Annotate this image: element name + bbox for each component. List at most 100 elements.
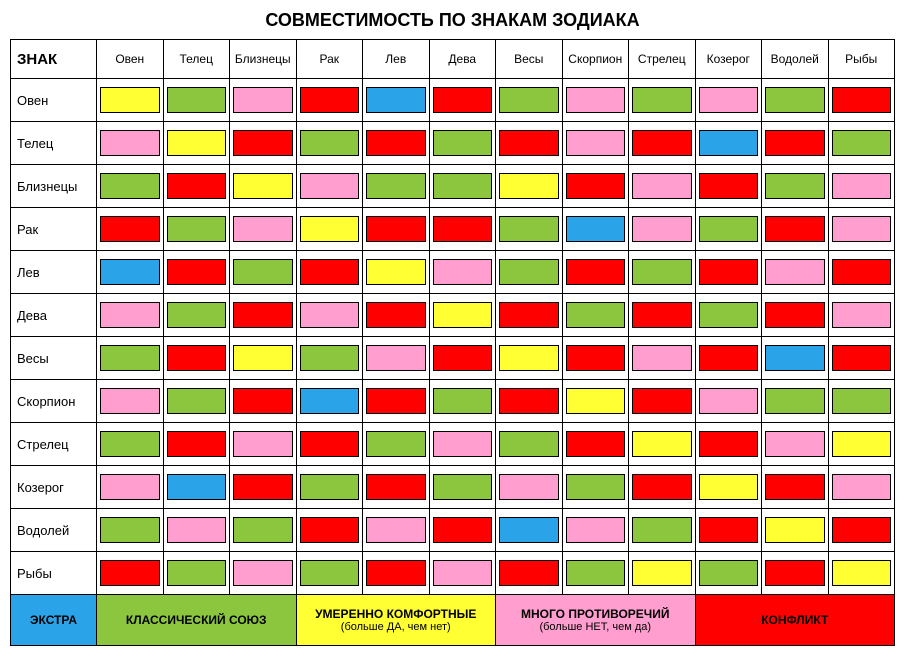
compat-cell: [230, 208, 297, 251]
compat-cell: [695, 122, 762, 165]
compat-cell: [429, 251, 496, 294]
compat-cell: [363, 509, 430, 552]
compat-cell: [296, 79, 363, 122]
legend-extra: ЭКСТРА: [11, 595, 97, 646]
col-header: Весы: [496, 40, 563, 79]
compat-cell: [163, 251, 230, 294]
compat-cell: [762, 79, 829, 122]
compat-cell: [296, 466, 363, 509]
compat-cell: [163, 552, 230, 595]
compat-cell: [562, 208, 629, 251]
col-header: Водолей: [762, 40, 829, 79]
compat-cell: [296, 251, 363, 294]
compat-cell: [296, 380, 363, 423]
compat-cell: [296, 165, 363, 208]
page-title: СОВМЕСТИМОСТЬ ПО ЗНАКАМ ЗОДИАКА: [10, 10, 895, 31]
compat-cell: [363, 380, 430, 423]
col-header: Овен: [97, 40, 164, 79]
compat-cell: [230, 122, 297, 165]
compat-cell: [562, 552, 629, 595]
compat-cell: [629, 466, 696, 509]
compat-cell: [496, 251, 563, 294]
row-header: Весы: [11, 337, 97, 380]
compat-cell: [97, 337, 164, 380]
compat-cell: [496, 165, 563, 208]
compat-cell: [296, 423, 363, 466]
compat-cell: [429, 208, 496, 251]
col-header: Рак: [296, 40, 363, 79]
compat-cell: [828, 208, 895, 251]
compat-cell: [97, 122, 164, 165]
compat-cell: [695, 165, 762, 208]
col-header: Дева: [429, 40, 496, 79]
row-header: Близнецы: [11, 165, 97, 208]
compat-cell: [296, 337, 363, 380]
row-header: Лев: [11, 251, 97, 294]
compat-cell: [97, 423, 164, 466]
compat-cell: [629, 380, 696, 423]
compat-cell: [429, 466, 496, 509]
compat-cell: [97, 294, 164, 337]
compat-cell: [429, 122, 496, 165]
compat-cell: [496, 509, 563, 552]
row-header: Скорпион: [11, 380, 97, 423]
compat-cell: [629, 122, 696, 165]
compat-cell: [562, 509, 629, 552]
compat-cell: [429, 294, 496, 337]
compat-cell: [562, 466, 629, 509]
compat-cell: [762, 208, 829, 251]
compat-cell: [695, 251, 762, 294]
col-header: Козерог: [695, 40, 762, 79]
compat-cell: [496, 466, 563, 509]
compat-cell: [828, 423, 895, 466]
compat-cell: [429, 423, 496, 466]
row-header: Водолей: [11, 509, 97, 552]
compat-cell: [496, 208, 563, 251]
compat-cell: [828, 466, 895, 509]
compat-cell: [695, 337, 762, 380]
compat-cell: [363, 423, 430, 466]
compat-cell: [296, 122, 363, 165]
compat-cell: [828, 122, 895, 165]
compat-cell: [562, 251, 629, 294]
legend-contradictions: МНОГО ПРОТИВОРЕЧИЙ (больше НЕТ, чем да): [496, 595, 696, 646]
compat-cell: [695, 509, 762, 552]
compat-cell: [762, 423, 829, 466]
row-header: Овен: [11, 79, 97, 122]
compat-cell: [695, 208, 762, 251]
compat-cell: [97, 380, 164, 423]
row-header: Телец: [11, 122, 97, 165]
compat-cell: [163, 509, 230, 552]
col-header: Лев: [363, 40, 430, 79]
compat-cell: [163, 122, 230, 165]
compat-cell: [230, 466, 297, 509]
compat-cell: [163, 423, 230, 466]
compat-cell: [562, 79, 629, 122]
compat-cell: [762, 122, 829, 165]
corner-label: ЗНАК: [11, 40, 97, 79]
compat-cell: [762, 509, 829, 552]
compat-cell: [629, 251, 696, 294]
compat-cell: [230, 509, 297, 552]
compat-cell: [163, 165, 230, 208]
compat-cell: [562, 122, 629, 165]
compat-cell: [762, 337, 829, 380]
compat-cell: [496, 337, 563, 380]
compat-cell: [828, 552, 895, 595]
compat-cell: [230, 294, 297, 337]
compat-cell: [363, 79, 430, 122]
compat-cell: [163, 337, 230, 380]
compat-cell: [496, 423, 563, 466]
row-header: Рыбы: [11, 552, 97, 595]
compat-cell: [562, 423, 629, 466]
col-header: Скорпион: [562, 40, 629, 79]
compat-cell: [230, 552, 297, 595]
compat-cell: [762, 165, 829, 208]
compat-cell: [562, 380, 629, 423]
compat-cell: [429, 509, 496, 552]
compat-cell: [230, 423, 297, 466]
compat-cell: [828, 380, 895, 423]
compat-cell: [429, 79, 496, 122]
compat-cell: [163, 208, 230, 251]
compat-cell: [429, 552, 496, 595]
